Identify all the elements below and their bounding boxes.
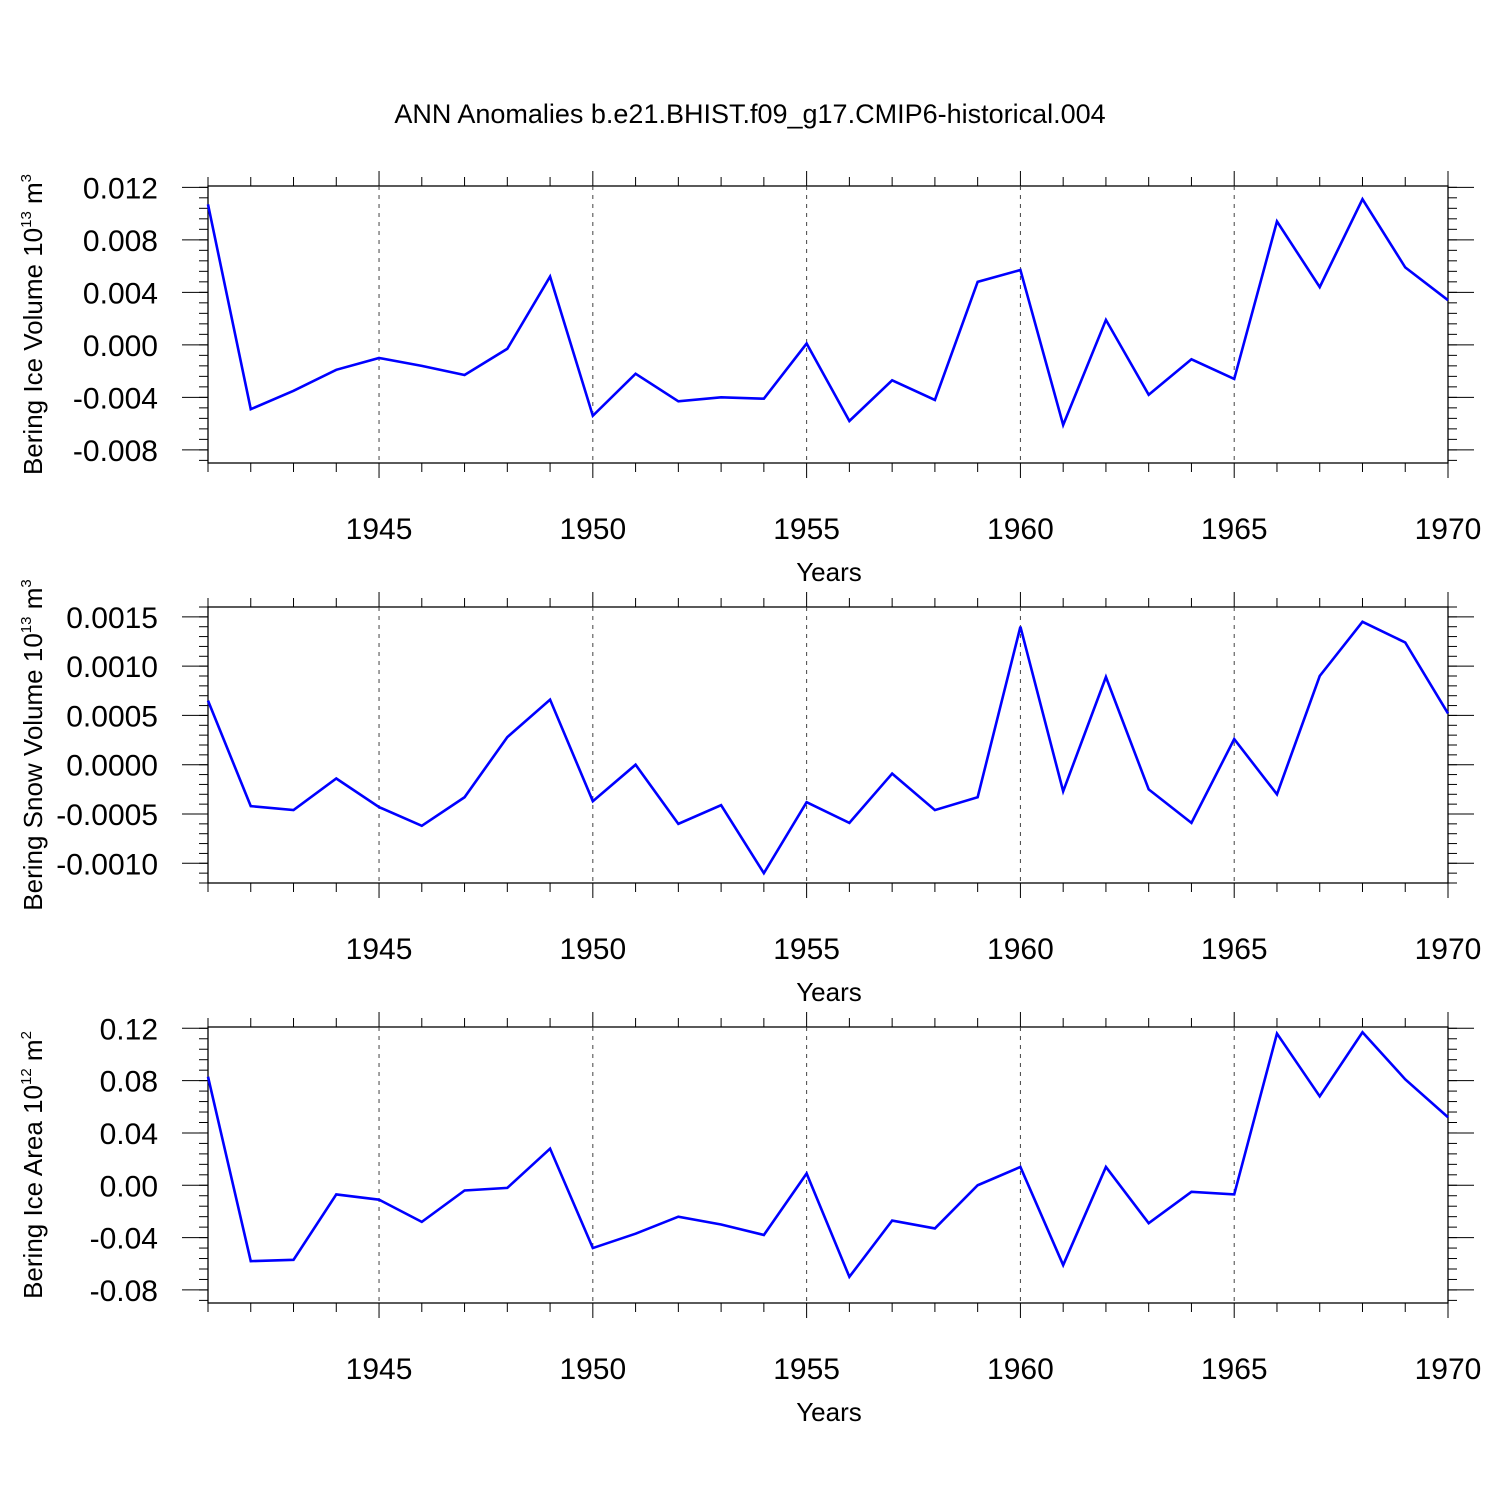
y-axis-label: Bering Ice Volume 1013 m3 bbox=[18, 174, 48, 475]
y-tick-label: 0.0000 bbox=[66, 750, 158, 783]
x-axis-label: Years bbox=[796, 557, 862, 587]
y-tick-label: 0.0010 bbox=[66, 651, 158, 684]
x-axis-label: Years bbox=[796, 1397, 862, 1427]
y-tick-label: -0.0010 bbox=[56, 848, 158, 881]
chart-panel-1: 1945 1950 1955 1960 1965 1970 Years -0.008 -0.00… bbox=[18, 171, 1481, 587]
x-tick-label-1970: 1970 bbox=[1415, 933, 1482, 966]
x-tick-label-1965: 1965 bbox=[1201, 933, 1268, 966]
x-axis-label: Years bbox=[796, 977, 862, 1007]
y-axis-label-exponent: 12 bbox=[18, 1068, 35, 1085]
y-axis-label-text: Bering Snow Volume 10 bbox=[18, 633, 48, 911]
plot-frame bbox=[207, 606, 1449, 884]
x-tick-label-1970: 1970 bbox=[1415, 513, 1482, 546]
y-tick-label: 0.08 bbox=[100, 1066, 158, 1099]
y-tick-label: -0.004 bbox=[73, 382, 158, 415]
y-tick-label: 0.0005 bbox=[66, 700, 158, 733]
x-tick-label-1965: 1965 bbox=[1201, 513, 1268, 546]
x-tick-label-1955: 1955 bbox=[773, 1353, 840, 1386]
y-axis-label: Bering Snow Volume 1013 m3 bbox=[18, 579, 48, 910]
x-tick-label-1945: 1945 bbox=[346, 933, 413, 966]
y-tick-label: 0.008 bbox=[83, 225, 158, 258]
y-axis-label-text: Bering Ice Volume 10 bbox=[18, 228, 48, 475]
chart-panel-3: 1945 1950 1955 1960 1965 1970 Years -0.08 -0.04 0… bbox=[18, 1012, 1481, 1427]
y-tick-label: 0.0015 bbox=[66, 602, 158, 635]
y-tick-label: 0.004 bbox=[83, 277, 158, 310]
x-tick-label-1955: 1955 bbox=[773, 513, 840, 546]
chart-panel-2: 1945 1950 1955 1960 1965 1970 Years -0.0010 -0.0… bbox=[18, 579, 1481, 1007]
y-axis-label: Bering Ice Area 1012 m2 bbox=[18, 1031, 48, 1299]
x-tick-label-1960: 1960 bbox=[987, 1353, 1054, 1386]
x-tick-label-1950: 1950 bbox=[559, 1353, 626, 1386]
y-tick-label: 0.04 bbox=[100, 1118, 158, 1151]
x-tick-label-1960: 1960 bbox=[987, 513, 1054, 546]
series-line-3 bbox=[206, 1030, 1449, 1280]
series-line-2 bbox=[206, 620, 1450, 876]
y-axis-label-unit: m bbox=[18, 182, 48, 211]
x-tick-label-1960: 1960 bbox=[987, 933, 1054, 966]
y-tick-label: 0.12 bbox=[100, 1013, 158, 1046]
y-tick-label: 0.00 bbox=[100, 1170, 158, 1203]
chart-title: ANN Anomalies b.e21.BHIST.f09_g17.CMIP6-… bbox=[394, 99, 1105, 129]
plot-frame bbox=[207, 185, 1449, 464]
x-tick-label-1970: 1970 bbox=[1415, 1353, 1482, 1386]
x-tick-label-1950: 1950 bbox=[559, 513, 626, 546]
y-tick-label: 0.012 bbox=[83, 172, 158, 205]
y-axis-label-unit-exponent: 3 bbox=[18, 174, 35, 182]
y-axis-label-unit: m bbox=[18, 1039, 48, 1068]
series-line-1 bbox=[206, 196, 1449, 429]
x-tick-label-1955: 1955 bbox=[773, 933, 840, 966]
y-tick-label: 0.000 bbox=[83, 330, 158, 363]
y-tick-label: -0.008 bbox=[73, 435, 158, 468]
plot-frame bbox=[207, 1026, 1449, 1304]
y-tick-label: -0.0005 bbox=[56, 799, 158, 832]
y-axis-label-text: Bering Ice Area 10 bbox=[18, 1085, 48, 1299]
y-axis-label-unit: m bbox=[18, 588, 48, 617]
x-tick-label-1950: 1950 bbox=[559, 933, 626, 966]
y-axis-label-unit-exponent: 2 bbox=[18, 1031, 35, 1039]
y-axis-label-unit-exponent: 3 bbox=[18, 579, 35, 587]
y-axis-label-exponent: 13 bbox=[18, 211, 35, 228]
y-tick-label: -0.04 bbox=[90, 1223, 158, 1256]
y-axis-label-exponent: 13 bbox=[18, 617, 35, 634]
x-tick-label-1945: 1945 bbox=[346, 513, 413, 546]
x-tick-label-1965: 1965 bbox=[1201, 1353, 1268, 1386]
x-tick-label-1945: 1945 bbox=[346, 1353, 413, 1386]
y-tick-label: -0.08 bbox=[90, 1275, 158, 1308]
